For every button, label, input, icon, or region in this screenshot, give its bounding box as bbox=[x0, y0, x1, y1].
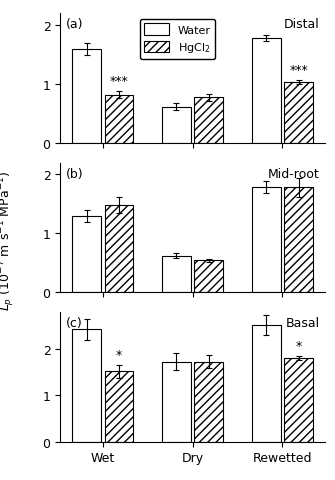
Bar bbox=[105, 372, 133, 442]
Bar bbox=[252, 39, 281, 144]
Text: Mid-root: Mid-root bbox=[268, 167, 320, 180]
Bar bbox=[162, 108, 191, 144]
Bar bbox=[284, 83, 313, 144]
Bar bbox=[194, 98, 223, 144]
Text: Distal: Distal bbox=[284, 18, 320, 31]
Bar bbox=[162, 362, 191, 442]
Bar bbox=[284, 188, 313, 293]
Bar bbox=[72, 216, 101, 293]
Bar bbox=[72, 330, 101, 442]
Bar bbox=[194, 261, 223, 293]
Bar bbox=[105, 205, 133, 293]
Text: Basal: Basal bbox=[285, 316, 320, 329]
Text: $L_p$ (10$^{-7}$ m s$^{-1}$ MPa$^{-1}$): $L_p$ (10$^{-7}$ m s$^{-1}$ MPa$^{-1}$) bbox=[0, 170, 17, 310]
Text: ***: *** bbox=[289, 64, 308, 77]
Bar bbox=[162, 256, 191, 293]
Bar bbox=[72, 50, 101, 144]
Text: (a): (a) bbox=[66, 18, 83, 31]
Bar bbox=[252, 325, 281, 442]
Text: ***: *** bbox=[110, 75, 128, 88]
Bar bbox=[284, 359, 313, 442]
Text: *: * bbox=[295, 340, 302, 353]
Text: (b): (b) bbox=[66, 167, 83, 180]
Bar bbox=[252, 188, 281, 293]
Bar bbox=[194, 362, 223, 442]
Bar bbox=[105, 96, 133, 144]
Legend: Water, HgCl$_2$: Water, HgCl$_2$ bbox=[140, 20, 215, 60]
Text: *: * bbox=[116, 348, 122, 361]
Text: (c): (c) bbox=[66, 316, 82, 329]
